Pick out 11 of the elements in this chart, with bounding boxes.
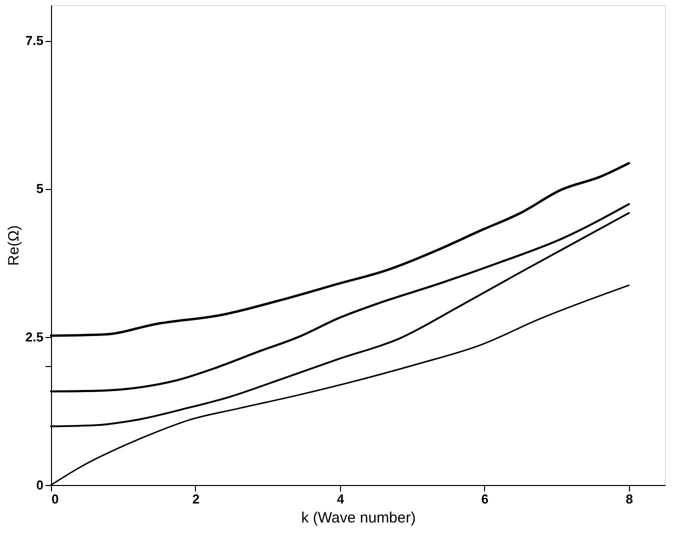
y-axis-title: Re(Ω)	[5, 225, 22, 266]
y-tick-label: 2.5	[25, 329, 44, 344]
x-tick-label: 4	[336, 492, 345, 506]
x-tick-label: 0	[52, 492, 59, 506]
x-tick-label: 8	[626, 492, 633, 506]
x-axis-title: k (Wave number)	[301, 510, 416, 526]
y-tick-label: 7.5	[25, 33, 44, 48]
y-tick-label: 0	[36, 478, 44, 492]
x-tick-label: 6	[481, 492, 489, 506]
x-tick-label: 2	[192, 492, 200, 506]
y-tick-label: 5	[36, 181, 44, 196]
